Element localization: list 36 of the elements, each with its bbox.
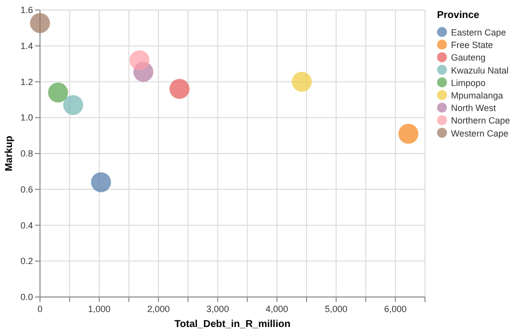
point [48,82,68,103]
x-tick-label: 2,000 [147,304,170,314]
x-tick-label: 1,000 [88,304,110,314]
legend-label: Limpopo [451,78,486,88]
y-tick-label: 1.0 [20,112,33,123]
legend-label: Kwazulu Natal [451,65,509,76]
legend-label: Northern Cape [451,116,510,126]
y-tick-label: 0.2 [20,256,33,266]
point [91,172,112,192]
y-axis-title: Markup [4,136,15,172]
x-axis-title: Total_Debt_in_R_million [174,319,290,330]
x-tick-label: 0 [37,304,43,314]
legend-label: Free State [451,40,494,50]
y-tick-label: 1.4 [20,40,33,51]
x-tick-label: 6,000 [384,304,407,314]
legend-label: Mpumalanga [451,90,504,100]
x-tick-label: 4,000 [266,304,288,314]
x-tick-label: 5,000 [324,304,348,314]
y-tick-label: 0.6 [20,184,33,194]
point [130,50,150,70]
y-tick-label: 0.0 [20,292,33,302]
legend-label: Western Cape [451,128,508,138]
y-tick-label: 1.6 [20,5,33,15]
legend-label: Gauteng [451,52,486,63]
point [398,124,418,144]
legend-title: Province [437,10,480,21]
x-tick-label: 3,000 [206,304,229,314]
point [30,13,50,34]
y-tick-label: 0.4 [20,220,33,230]
legend-label: Eastern Cape [451,28,506,38]
legend-label: North West [451,103,496,114]
point [292,72,312,92]
point [63,95,84,116]
point [169,78,190,99]
y-tick-label: 1.2 [20,76,33,87]
y-tick-label: 0.8 [20,148,33,158]
